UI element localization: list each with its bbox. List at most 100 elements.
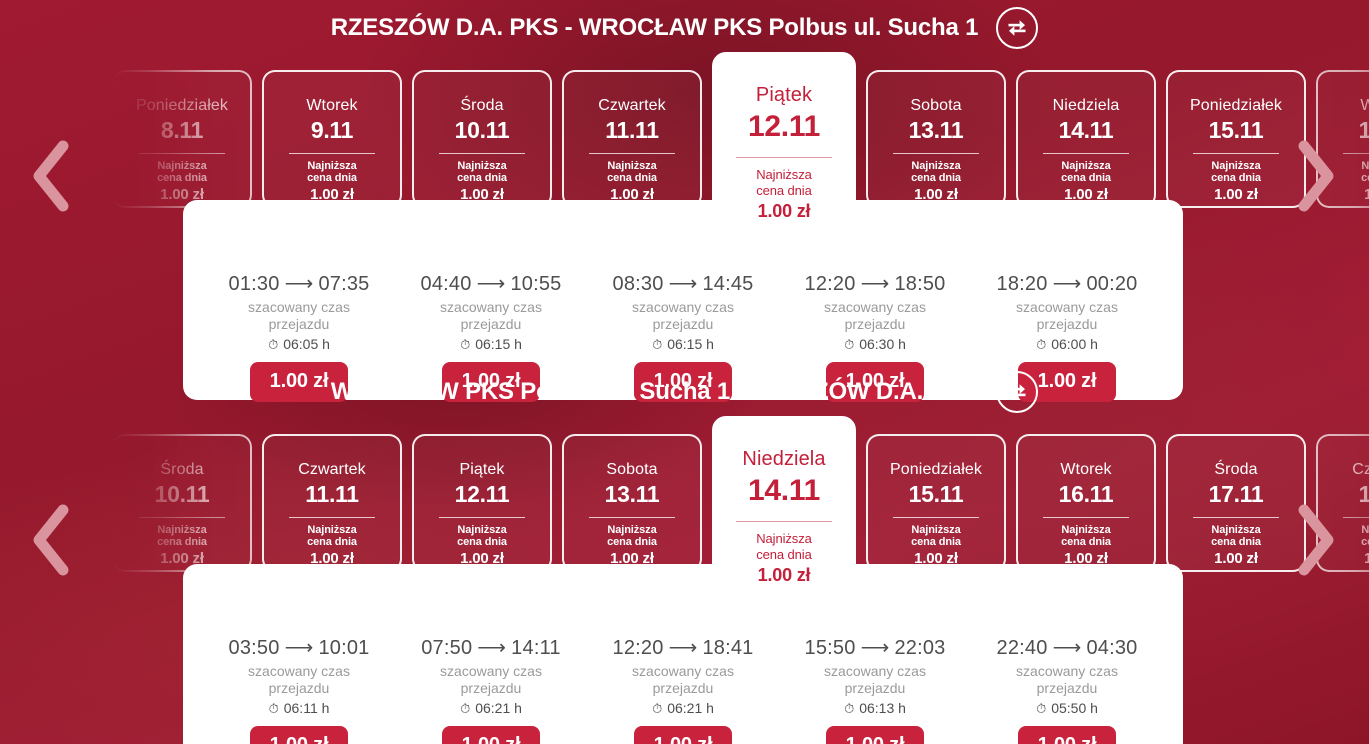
trip-duration: ⏱ 06:30 h [844,335,906,353]
date-card-day: Wtorek [1060,461,1112,478]
date-card-date: 16.11 [1058,481,1114,507]
date-card-12.11[interactable]: Piątek 12.11 Najniższa cena dnia 1.00 zł [412,434,552,572]
trip-item[interactable]: 22:40 ⟶ 04:30 szacowany czas przejazdu ⏱ 05:… [971,616,1163,744]
trip-duration: ⏱ 06:15 h [652,335,714,353]
trip-item[interactable]: 03:50 ⟶ 10:01 szacowany czas przejazdu ⏱ 06:… [203,616,395,744]
trip-duration: ⏱ 05:50 h [1036,699,1098,717]
date-card-day: Wtorek [1360,97,1369,114]
date-card-divider [1193,153,1279,154]
trip-price-button[interactable]: 1.00 zł [825,726,925,744]
date-card-price: 1.00 zł [160,186,204,203]
date-card-price: 1.00 zł [160,550,204,567]
trip-duration-value: 06:30 h [859,336,906,352]
trip-item[interactable]: 15:50 ⟶ 22:03 szacowany czas przejazdu ⏱ 06:… [779,616,971,744]
next-dates-button[interactable] [1283,130,1347,222]
trip-duration-value: 06:15 h [667,336,714,352]
date-card-divider [439,153,525,154]
trip-times: 07:50 ⟶ 14:11 [421,636,561,660]
arrow-right-icon: ⟶ [284,637,314,659]
date-card-date: 13.11 [908,117,964,143]
trip-duration-value: 06:05 h [283,336,330,352]
date-card-13.11[interactable]: Sobota 13.11 Najniższa cena dnia 1.00 zł [562,434,702,572]
stopwatch-icon: ⏱ [1036,700,1047,716]
date-card-day: Środa [160,461,204,478]
section-header: RZESZÓW D.A. PKS - WROCŁAW PKS Polbus ul… [0,0,1369,56]
trip-arrive-time: 14:45 [702,273,754,295]
section-header: WROCŁAW PKS Polbus ul. Sucha 1 - RZESZÓW… [0,364,1369,420]
estimated-time-label: szacowany czas przejazdu [632,299,734,332]
trip-depart-time: 18:20 [996,273,1048,295]
trip-depart-time: 07:50 [421,637,473,659]
date-card-10.11[interactable]: Środa 10.11 Najniższa cena dnia 1.00 zł [112,434,252,572]
trip-price-button[interactable]: 1.00 zł [633,726,733,744]
date-card-11.11[interactable]: Czwartek 11.11 Najniższa cena dnia 1.00 z… [562,70,702,208]
date-card-price: 1.00 zł [914,550,958,567]
trip-times: 04:40 ⟶ 10:55 [421,272,562,296]
trip-item[interactable]: 07:50 ⟶ 14:11 szacowany czas przejazdu ⏱ 06:… [395,616,587,744]
date-carousel: Środa 10.11 Najniższa cena dnia 1.00 zł C… [0,416,1369,744]
date-card-day: Niedziela [742,448,826,470]
route-section-return: WROCŁAW PKS Polbus ul. Sucha 1 - RZESZÓW… [0,364,1369,744]
date-card-15.11[interactable]: Poniedziałek 15.11 Najniższa cena dnia 1.… [866,434,1006,572]
trip-duration: ⏱ 06:21 h [652,699,714,717]
next-dates-button[interactable] [1283,494,1347,586]
date-card-11.11[interactable]: Czwartek 11.11 Najniższa cena dnia 1.00 z… [262,434,402,572]
trip-duration: ⏱ 06:11 h [269,699,330,717]
stopwatch-icon: ⏱ [844,700,855,716]
date-card-date: 12.11 [454,481,510,507]
trip-duration: ⏱ 06:15 h [460,335,522,353]
date-card-date: 13.11 [604,481,660,507]
stopwatch-icon: ⏱ [652,700,663,716]
date-card-14.11[interactable]: Niedziela 14.11 Najniższa cena dnia 1.00 … [1016,70,1156,208]
trip-price-button[interactable]: 1.00 zł [1017,726,1117,744]
date-card-price: 1.00 zł [1064,186,1108,203]
arrow-right-icon: ⟶ [284,273,314,295]
estimated-time-label: szacowany czas przejazdu [440,663,542,696]
trip-duration-value: 06:00 h [1051,336,1098,352]
trip-duration: ⏱ 06:13 h [844,699,906,717]
previous-dates-button[interactable] [20,130,84,222]
trip-arrive-time: 07:35 [318,273,370,295]
date-card-divider [139,153,225,154]
trip-depart-time: 01:30 [228,273,280,295]
date-card-9.11[interactable]: Wtorek 9.11 Najniższa cena dnia 1.00 zł [262,70,402,208]
estimated-time-label: szacowany czas przejazdu [824,299,926,332]
trip-times: 03:50 ⟶ 10:01 [229,636,370,660]
date-card-divider [1043,153,1129,154]
trip-depart-time: 12:20 [612,637,664,659]
trip-duration-value: 06:21 h [475,700,522,716]
previous-dates-button[interactable] [20,494,84,586]
date-card-day: Sobota [910,97,962,114]
date-card-8.11[interactable]: Poniedziałek 8.11 Najniższa cena dnia 1.0… [112,70,252,208]
trip-duration-value: 06:15 h [475,336,522,352]
swap-direction-button[interactable] [996,371,1039,413]
trip-duration-value: 06:11 h [283,700,330,716]
trip-item[interactable]: 12:20 ⟶ 18:41 szacowany czas przejazdu ⏱ 06:… [587,616,779,744]
date-card-divider [893,517,979,518]
date-card-10.11[interactable]: Środa 10.11 Najniższa cena dnia 1.00 zł [412,70,552,208]
date-card-13.11[interactable]: Sobota 13.11 Najniższa cena dnia 1.00 zł [866,70,1006,208]
date-card-date: 12.11 [748,110,820,143]
trip-duration-value: 05:50 h [1051,700,1098,716]
trip-duration-value: 06:13 h [859,700,906,716]
trip-price-button[interactable]: 1.00 zł [441,726,541,744]
date-card-divider [589,517,675,518]
trip-depart-time: 03:50 [228,637,280,659]
trip-arrive-time: 10:55 [510,273,562,295]
arrow-right-icon: ⟶ [1052,637,1082,659]
date-card-14.11[interactable]: Niedziela 14.11 Najniższa cena dnia 1.00 … [712,416,856,596]
trip-duration: ⏱ 06:21 h [460,699,522,717]
date-card-12.11[interactable]: Piątek 12.11 Najniższa cena dnia 1.00 zł [712,52,856,232]
swap-direction-button[interactable] [996,7,1039,49]
trip-price-button[interactable]: 1.00 zł [249,726,349,744]
trip-times: 18:20 ⟶ 00:20 [997,272,1138,296]
date-card-day: Poniedziałek [1190,97,1282,114]
date-card-divider [289,517,375,518]
